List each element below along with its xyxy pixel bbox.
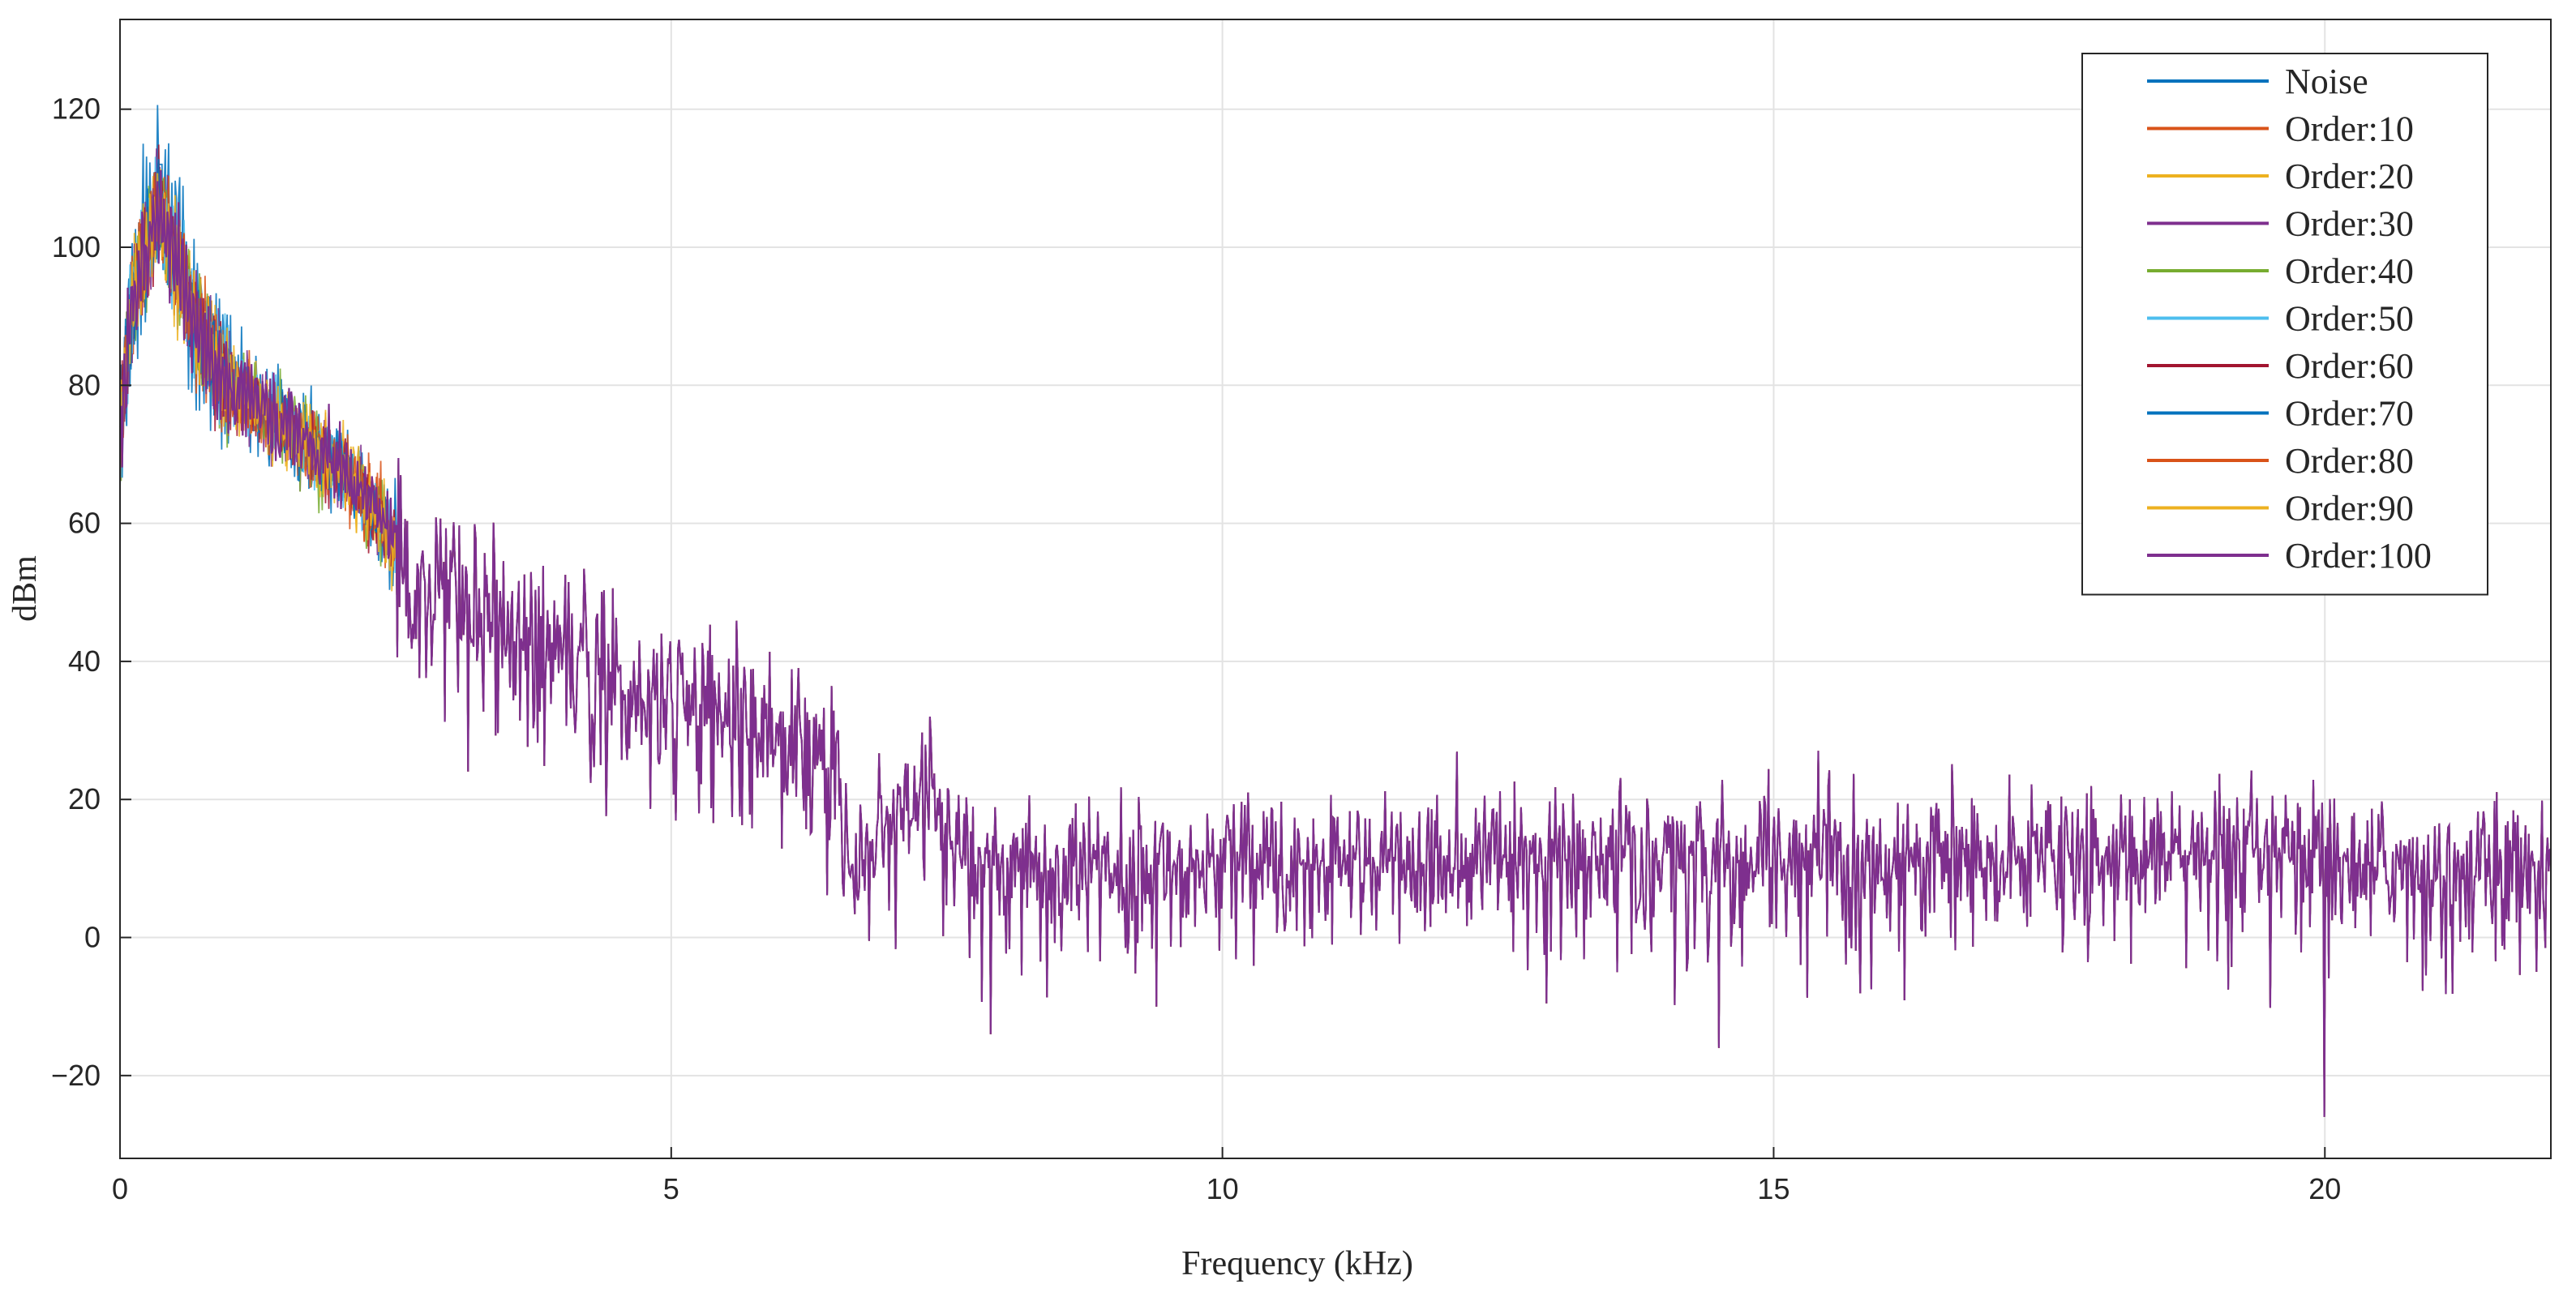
legend-label: Order:20	[2285, 156, 2414, 196]
x-tick-label: 0	[112, 1172, 128, 1205]
legend-label: Order:50	[2285, 299, 2414, 339]
y-axis-label: dBm	[6, 555, 44, 622]
legend-box	[2081, 53, 2488, 596]
legend-label: Order:40	[2285, 251, 2414, 291]
x-tick-label: 5	[663, 1172, 679, 1205]
legend-label: Order:80	[2285, 441, 2414, 481]
x-tick-label: 10	[1207, 1172, 1239, 1205]
y-tick-label: −20	[51, 1059, 101, 1092]
axis-ticks: 0 5 10 15 20 −20 0 20 40 60 80 100 120	[51, 92, 2341, 1205]
x-tick-label: 20	[2308, 1172, 2341, 1205]
legend-label: Order:70	[2285, 394, 2414, 434]
y-tick-label: 40	[68, 644, 101, 678]
legend: Noise Order:10 Order:20 Order:30 Order:40 Ord…	[2081, 53, 2488, 596]
series-line	[118, 169, 2552, 1117]
legend-label: Noise	[2285, 62, 2368, 101]
axes-box	[119, 19, 2552, 1159]
legend-label: Order:30	[2285, 204, 2414, 244]
y-tick-label: 60	[68, 507, 101, 540]
y-tick-label: 100	[52, 230, 101, 263]
y-tick-label: 120	[52, 92, 101, 126]
x-axis-label: Frequency (kHz)	[1181, 1245, 1413, 1282]
y-tick-label: 0	[84, 921, 101, 954]
legend-label: Order:10	[2285, 109, 2414, 149]
legend-label: Order:60	[2285, 346, 2414, 386]
y-tick-label: 20	[68, 782, 101, 815]
plot-area	[118, 105, 2552, 1117]
legend-label: Order:100	[2285, 536, 2432, 576]
y-tick-label: 80	[68, 368, 101, 401]
x-tick-label: 15	[1757, 1172, 1789, 1205]
legend-label: Order:90	[2285, 489, 2414, 529]
